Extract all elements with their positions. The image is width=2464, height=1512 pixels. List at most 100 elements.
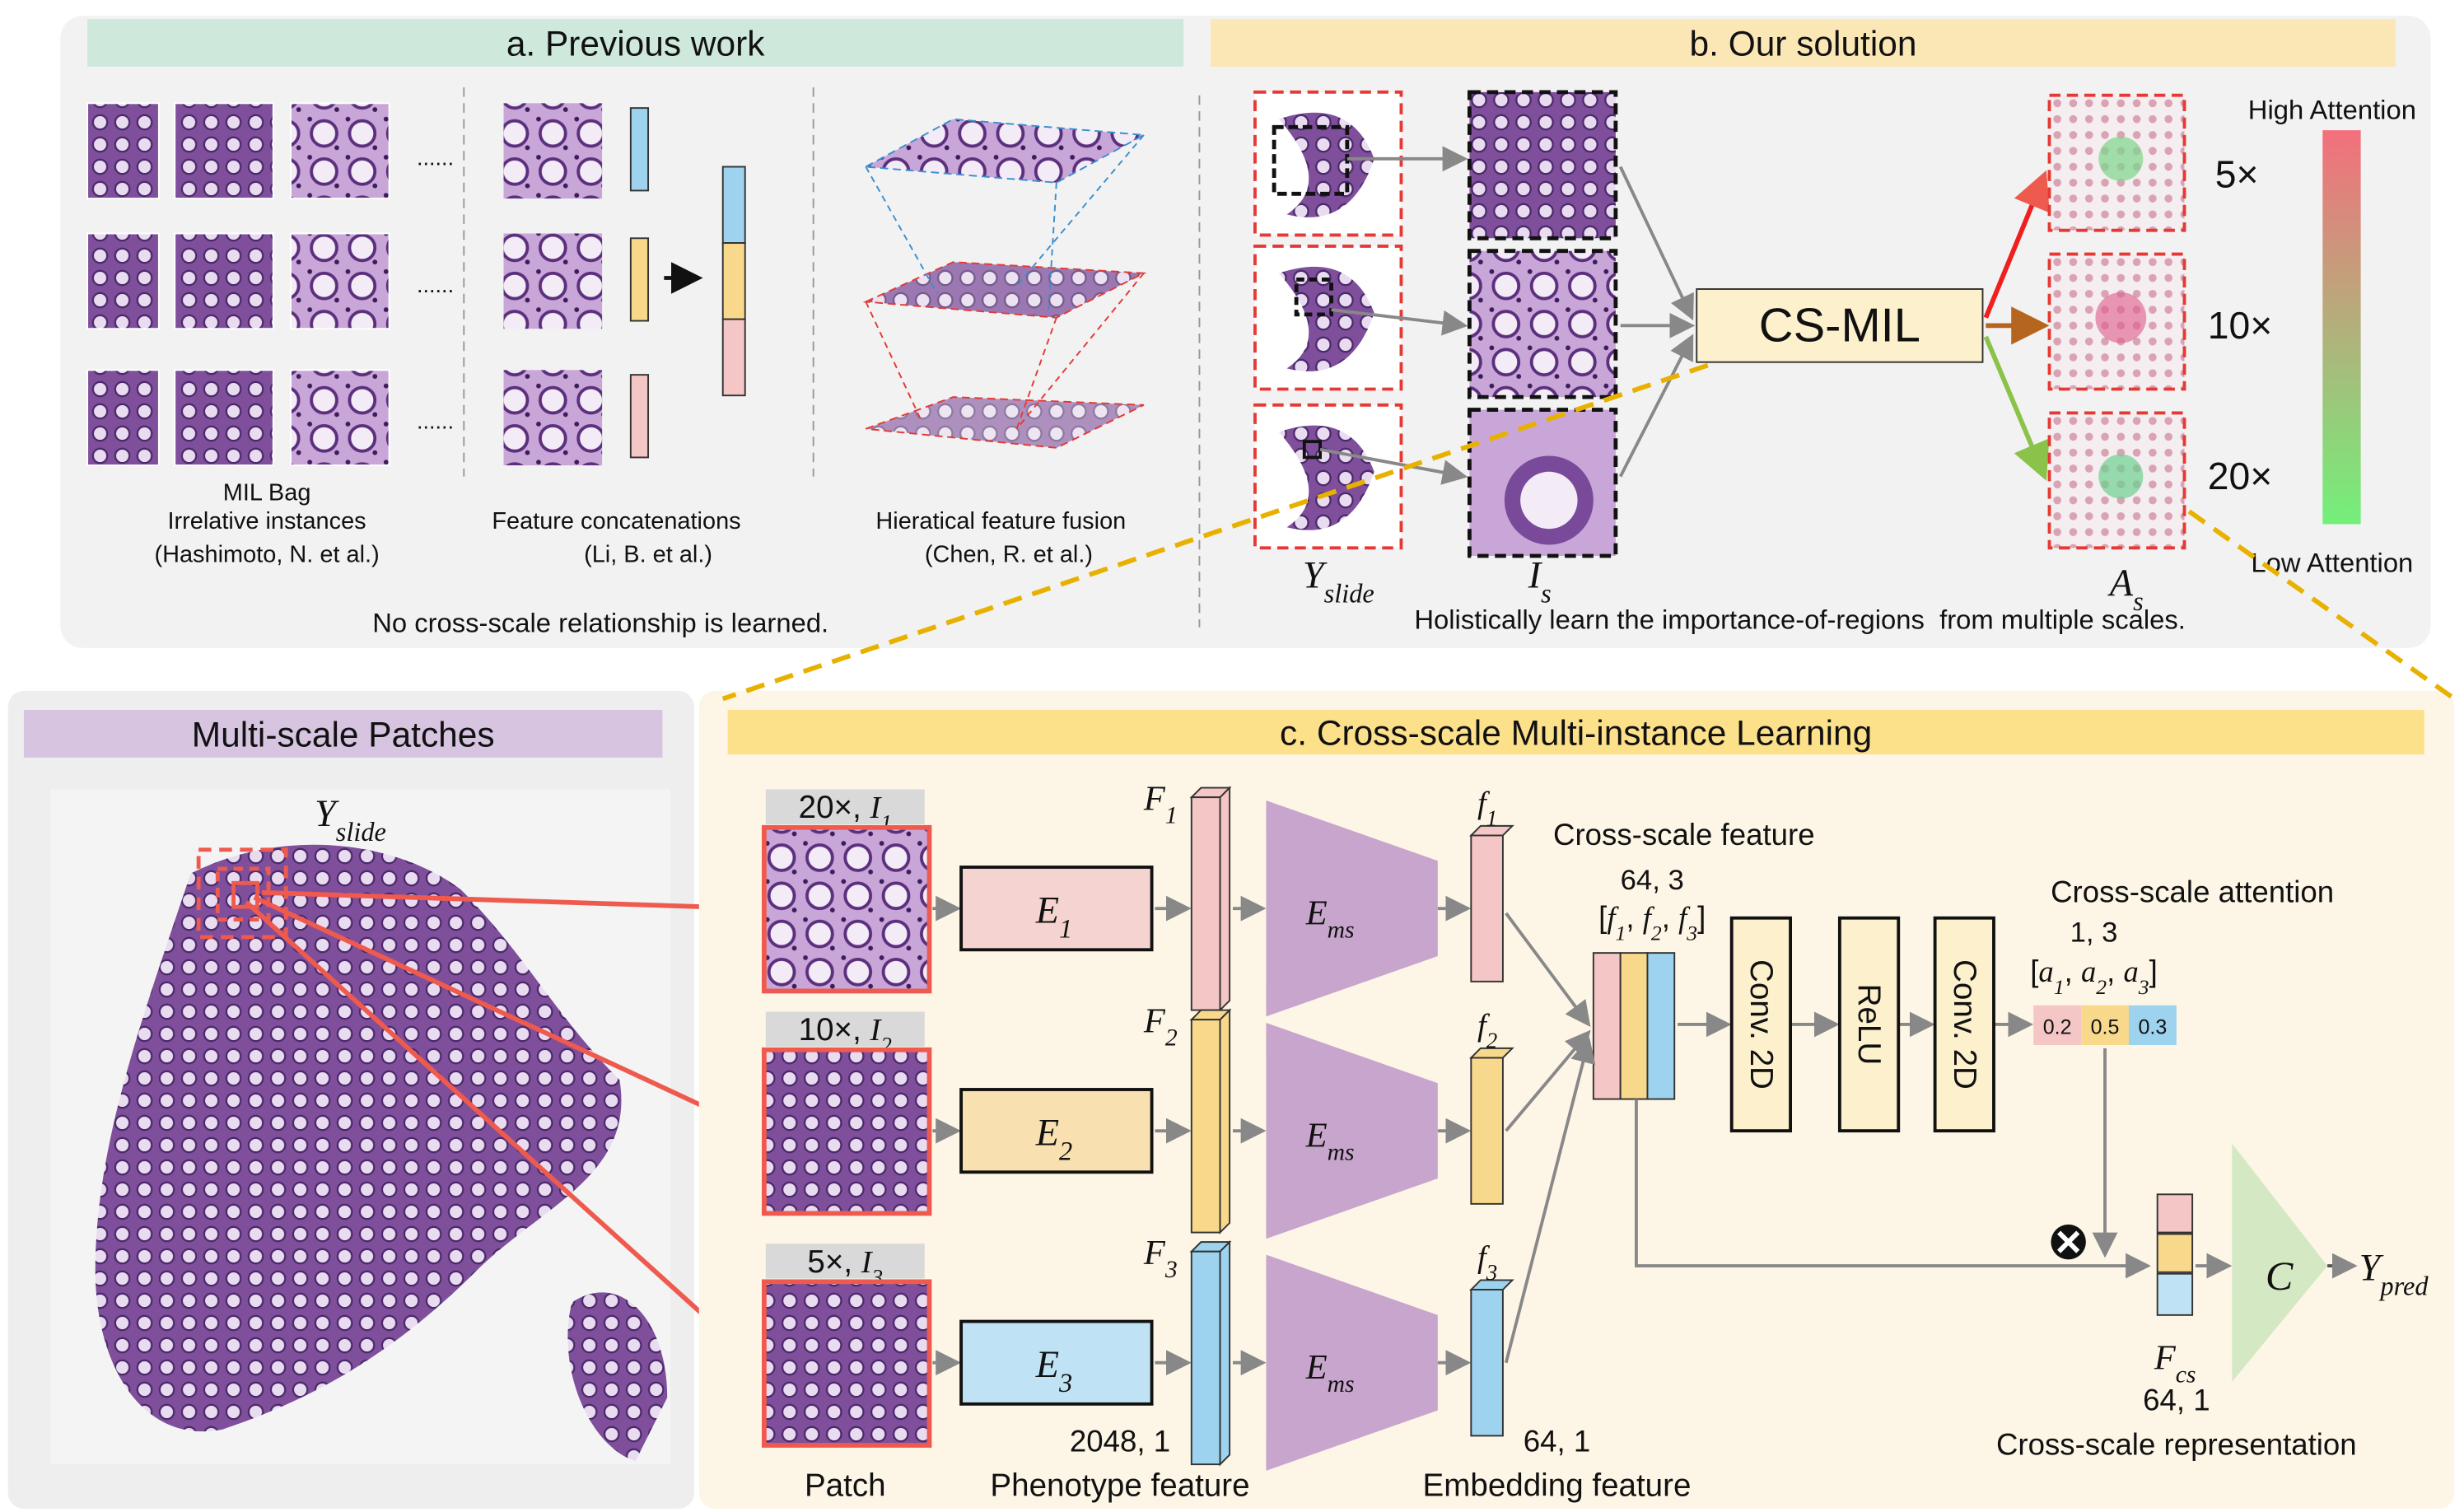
- line: [1331, 308, 1468, 336]
- attention-cells: 0.2 0.5 0.3: [2033, 1005, 2177, 1045]
- rect: [1467, 90, 1618, 240]
- attention-label: As: [2107, 562, 2144, 617]
- polygon: [866, 396, 1145, 449]
- circle: [1520, 471, 1578, 530]
- encoder: [959, 1319, 1154, 1406]
- shape: 2048, 1: [1070, 1425, 1170, 1458]
- attention-vector: [a1, a2, a3]: [2030, 954, 2158, 998]
- line: [1504, 1037, 1596, 1364]
- phenotype-label: F1: [1143, 780, 1178, 829]
- sub: ms: [1328, 1139, 1355, 1165]
- caption: (Li, B. et al.): [584, 542, 712, 568]
- rect: [290, 369, 390, 467]
- attention-value: 0.2: [2043, 1016, 2072, 1039]
- sym: F: [1143, 780, 1166, 819]
- sub: 2: [1165, 1025, 1178, 1052]
- fragment: I: [870, 791, 883, 825]
- concat-illustration: [503, 103, 746, 466]
- sub: 2: [1059, 1137, 1072, 1167]
- rect: [86, 102, 160, 200]
- rect: [721, 318, 746, 397]
- attention-cell: [2081, 1005, 2129, 1045]
- rect: [1646, 952, 1676, 1100]
- ms-encoder-label: Ems: [1305, 1116, 1355, 1165]
- fragment: 10×,: [799, 1012, 870, 1048]
- caption: Embedding feature: [1423, 1468, 1692, 1504]
- fragment: 5×,: [807, 1244, 861, 1280]
- title-bar: [23, 710, 663, 758]
- circle: [2095, 292, 2147, 343]
- rect: [231, 880, 259, 909]
- polygon: [866, 262, 1144, 318]
- ms-encoder-label: Ems: [1305, 1348, 1355, 1398]
- fragment: 2: [2096, 974, 2107, 998]
- representation-shape: 64, 1: [2143, 1384, 2210, 1417]
- feature-bar-side: [1468, 824, 1514, 837]
- attention-maps: [1983, 93, 2186, 550]
- sym: E: [1305, 1348, 1328, 1387]
- line: [1983, 170, 2050, 319]
- sub: 1: [1486, 805, 1498, 830]
- feature-bar-side: [1219, 1239, 1231, 1467]
- g: [1319, 146, 1696, 485]
- caption: Phenotype feature: [990, 1468, 1249, 1504]
- sym: F: [1143, 1234, 1166, 1272]
- polyline: [1635, 1099, 2151, 1279]
- attention-value: 0.3: [2138, 1016, 2167, 1039]
- layer-box: [1933, 916, 1995, 1133]
- sub: slide: [336, 818, 386, 847]
- feature-bar-side: [1219, 1008, 1231, 1234]
- panel-title: b. Our solution: [1690, 25, 1917, 63]
- caption: Hieratical feature fusion: [875, 508, 1126, 534]
- sub: pred: [2378, 1272, 2429, 1301]
- ms-encoder: [1266, 800, 1438, 1017]
- title-bar: [1210, 19, 2396, 67]
- rect: [1294, 278, 1333, 317]
- polygon: [863, 118, 1147, 184]
- attention-shape: 1, 3: [2070, 917, 2118, 949]
- encoder: [959, 866, 1154, 952]
- embedding-feature: [1470, 834, 1504, 982]
- fragment: 3: [2138, 974, 2149, 998]
- rect: [290, 102, 390, 200]
- caption: MIL Bag: [223, 480, 311, 506]
- zoom-line: [2187, 509, 2457, 701]
- path: [865, 273, 1145, 430]
- slide-label: Yslide: [1303, 555, 1374, 609]
- line: [1983, 335, 2050, 481]
- rect: [721, 242, 746, 320]
- slide-tissue: [95, 844, 668, 1462]
- rect: [721, 166, 746, 245]
- sub: ms: [1328, 917, 1355, 943]
- circle: [2098, 136, 2144, 181]
- ellipsis: ......: [417, 146, 454, 170]
- fragment: 1: [1616, 921, 1626, 945]
- sub: 3: [1486, 1260, 1498, 1285]
- rect: [1592, 952, 1622, 1100]
- patch-label-box: [765, 789, 925, 824]
- pyramid-illustration: [862, 118, 1147, 449]
- rect: [2156, 1233, 2194, 1273]
- fragment: 1: [2054, 974, 2065, 998]
- phenotype-label: F3: [1143, 1234, 1178, 1283]
- panel-title: Multi-scale Patches: [192, 715, 495, 754]
- caption: Irrelative instances: [168, 508, 366, 534]
- fragment: a: [2123, 954, 2138, 988]
- encoder: [959, 1088, 1154, 1174]
- fragment: a: [2081, 954, 2096, 988]
- sym: A: [2107, 562, 2134, 604]
- scale-label: 10×: [2208, 304, 2273, 347]
- attention-cell: [2128, 1005, 2177, 1045]
- sub: s: [2133, 587, 2144, 617]
- shape: 64, 1: [1524, 1425, 1590, 1458]
- legend-high: High Attention: [2248, 95, 2416, 125]
- patch: [761, 824, 932, 994]
- rect: [2156, 1193, 2194, 1234]
- sub: s: [1541, 580, 1552, 609]
- patch: [761, 1047, 932, 1216]
- caption: Patch: [805, 1468, 886, 1504]
- slide-label: Yslide: [315, 793, 386, 847]
- sub: slide: [1324, 580, 1374, 609]
- g: [245, 888, 762, 1366]
- layers: Conv. 2D ReLU Conv. 2D: [1729, 916, 1995, 1133]
